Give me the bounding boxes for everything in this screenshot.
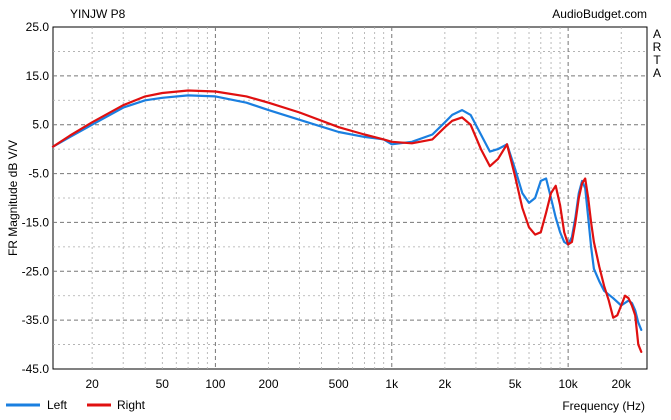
y-tick-label: -25.0 [22,264,50,278]
x-tick-label: 20 [85,377,99,391]
legend-label-left: Left [47,398,68,412]
side-label-letter: A [653,27,661,41]
y-axis-ticks: 25.0 15.0 5.0 -5.0 -15.0 -25.0 -35.0 -45.0 [22,20,50,376]
series-layer [51,89,643,353]
grid [53,27,647,369]
legend-label-right: Right [117,398,146,412]
y-tick-label: -35.0 [22,313,50,327]
y-tick-label: -5.0 [28,167,49,181]
side-label-letter: A [653,66,661,80]
y-axis-label: FR Magnitude dB V/V [6,140,20,256]
series-line-right [51,89,643,353]
x-tick-label: 2k [439,377,453,391]
x-tick-label: 200 [258,377,278,391]
y-tick-label: -45.0 [22,362,50,376]
watermark-label: AudioBudget.com [552,7,647,21]
y-tick-label: -15.0 [22,215,50,229]
x-tick-label: 100 [205,377,225,391]
x-tick-label: 500 [329,377,349,391]
x-axis-label: Frequency (Hz) [562,399,645,413]
chart-title: YINJW P8 [70,7,126,21]
x-tick-label: 5k [509,377,523,391]
side-label-letter: R [653,40,662,54]
y-tick-label: 5.0 [32,118,49,132]
x-axis-ticks: 20 50 100 200 500 1k 2k 5k 10k 20k [85,377,631,391]
side-label-letter: T [653,53,661,67]
x-tick-label: 50 [156,377,170,391]
x-tick-label: 10k [558,377,578,391]
legend: Left Right [6,398,146,412]
series-line-left [51,94,643,331]
y-tick-label: 25.0 [26,20,50,34]
y-tick-label: 15.0 [26,69,50,83]
x-tick-label: 1k [385,377,399,391]
x-tick-label: 20k [612,377,632,391]
